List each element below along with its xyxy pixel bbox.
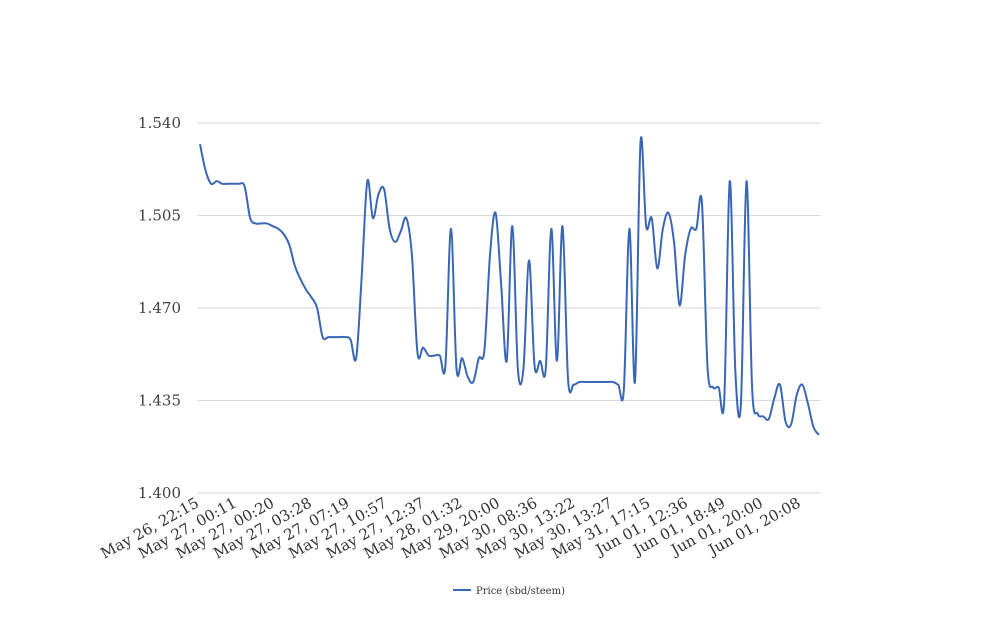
y-tick-label: 1.505 — [138, 207, 181, 225]
legend: Price (sbd/steem) — [453, 586, 565, 597]
y-tick-label: 1.540 — [138, 114, 181, 132]
y-tick-label: 1.435 — [138, 392, 181, 410]
series-lines — [199, 136, 820, 436]
series-line — [199, 136, 820, 436]
y-tick-label: 1.400 — [138, 484, 181, 502]
y-tick-label: 1.470 — [138, 299, 181, 317]
legend-label: Price (sbd/steem) — [476, 586, 565, 597]
y-axis-tick-labels: 1.540 1.505 1.470 1.435 1.400 — [138, 114, 181, 502]
